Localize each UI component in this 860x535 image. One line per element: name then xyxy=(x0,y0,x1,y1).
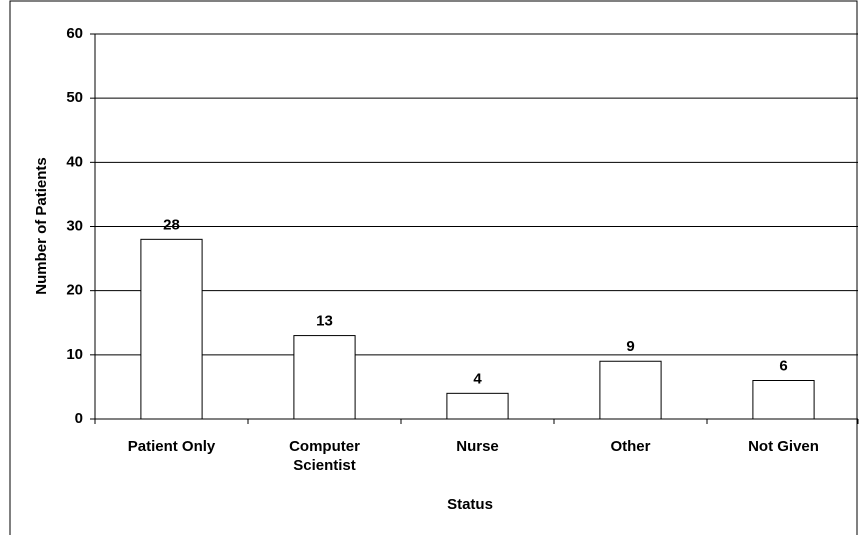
x-tick-label: Patient Only xyxy=(127,438,216,455)
bar xyxy=(752,380,815,420)
data-label: 28 xyxy=(163,216,180,233)
data-label: 9 xyxy=(626,338,634,355)
y-tick-label: 30 xyxy=(66,217,83,234)
y-tick-label: 10 xyxy=(66,346,83,363)
bar xyxy=(140,238,203,420)
bar xyxy=(293,335,356,420)
x-tick-label: Other xyxy=(610,438,651,455)
y-tick-label: 50 xyxy=(66,89,83,106)
bar xyxy=(446,392,509,420)
x-tick-label: Computer Scientist xyxy=(289,438,360,474)
y-tick-label: 20 xyxy=(66,282,83,299)
bar xyxy=(599,360,662,420)
y-tick-label: 0 xyxy=(75,410,83,427)
y-axis-label: Number of Patients xyxy=(33,157,50,295)
data-label: 6 xyxy=(779,357,787,374)
y-tick-label: 60 xyxy=(66,25,83,42)
x-axis-label: Status xyxy=(447,496,493,513)
x-tick-label: Nurse xyxy=(456,438,499,455)
x-tick-label: Not Given xyxy=(748,438,819,455)
data-label: 4 xyxy=(473,370,482,387)
chart-frame xyxy=(9,0,858,535)
data-label: 13 xyxy=(316,313,333,330)
y-tick-label: 40 xyxy=(66,153,83,170)
